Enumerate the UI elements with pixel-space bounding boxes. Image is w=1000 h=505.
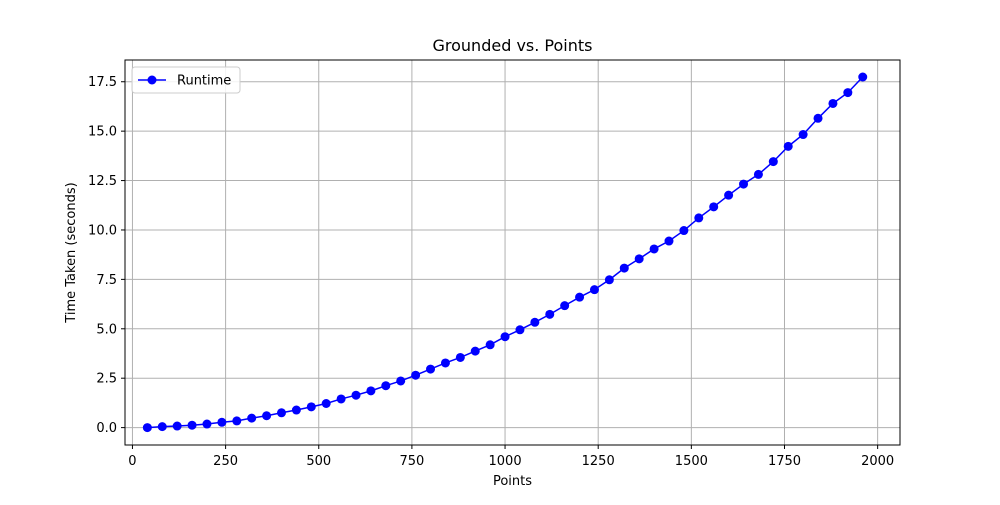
chart-title: Grounded vs. Points	[433, 36, 593, 55]
data-point	[306, 402, 316, 412]
y-tick-label: 17.5	[88, 75, 117, 90]
data-point	[783, 141, 793, 151]
data-point	[515, 325, 525, 335]
data-point	[709, 202, 719, 212]
data-point	[172, 421, 182, 431]
data-point	[336, 394, 346, 404]
data-point	[739, 179, 749, 189]
legend-marker-swatch	[147, 75, 157, 85]
y-tick-label: 7.5	[96, 273, 117, 288]
legend: Runtime	[131, 66, 241, 94]
data-point	[187, 420, 197, 430]
y-tick-label: 2.5	[96, 372, 117, 387]
data-point	[217, 417, 227, 427]
data-point	[619, 263, 629, 273]
x-tick-label: 2000	[861, 454, 894, 469]
y-tick-label: 5.0	[96, 322, 117, 337]
data-point	[366, 386, 376, 396]
data-point	[694, 213, 704, 223]
data-point	[545, 309, 555, 319]
x-tick-label: 1750	[768, 454, 801, 469]
series-layer	[142, 72, 868, 433]
data-point	[381, 381, 391, 391]
data-point	[276, 408, 286, 418]
data-point	[664, 236, 674, 246]
data-point	[843, 88, 853, 98]
data-point	[440, 358, 450, 368]
x-tick-label: 1500	[675, 454, 708, 469]
y-axis-ticks: 0.0 2.5 5.0 7.5 10.0 12.5 15.0 17.5	[88, 75, 125, 436]
x-axis-ticks: 0 250 500 750 1000 1250 1500 1750 2000	[128, 445, 894, 469]
y-tick-label: 12.5	[88, 174, 117, 189]
data-point	[291, 405, 301, 415]
grid-lines	[125, 60, 900, 445]
data-point	[813, 113, 823, 123]
x-tick-label: 1250	[582, 454, 615, 469]
legend-entry-runtime: Runtime	[177, 74, 231, 89]
data-point	[470, 346, 480, 356]
data-point	[351, 390, 361, 400]
x-axis-label: Points	[493, 474, 532, 489]
data-point	[679, 226, 689, 236]
x-tick-label: 250	[213, 454, 238, 469]
data-point	[575, 292, 585, 302]
data-point	[530, 317, 540, 327]
data-point	[455, 352, 465, 362]
data-point	[232, 416, 242, 426]
data-point	[321, 398, 331, 408]
data-point	[858, 72, 868, 82]
y-axis-label: Time Taken (seconds)	[64, 182, 79, 323]
data-point	[828, 98, 838, 108]
legend-box	[131, 66, 241, 94]
data-point	[411, 370, 421, 380]
plot-frame	[124, 59, 901, 446]
data-point	[649, 244, 659, 254]
y-tick-label: 15.0	[88, 125, 117, 140]
data-point	[768, 157, 778, 167]
data-point	[247, 413, 257, 423]
data-point	[604, 275, 614, 285]
y-tick-label: 10.0	[88, 223, 117, 238]
data-point	[634, 254, 644, 264]
data-point	[724, 190, 734, 200]
data-point	[202, 419, 212, 429]
x-tick-label: 1000	[489, 454, 522, 469]
data-point	[426, 364, 436, 374]
x-tick-label: 500	[306, 454, 331, 469]
data-point	[560, 301, 570, 311]
data-point	[142, 423, 152, 433]
data-point	[262, 411, 272, 421]
data-point	[753, 169, 763, 179]
data-point	[485, 340, 495, 350]
data-point	[798, 130, 808, 140]
data-point	[157, 422, 167, 432]
data-point	[589, 285, 599, 295]
data-point	[500, 332, 510, 342]
y-tick-label: 0.0	[96, 421, 117, 436]
data-point	[396, 376, 406, 386]
x-tick-label: 750	[399, 454, 424, 469]
x-tick-label: 0	[128, 454, 136, 469]
